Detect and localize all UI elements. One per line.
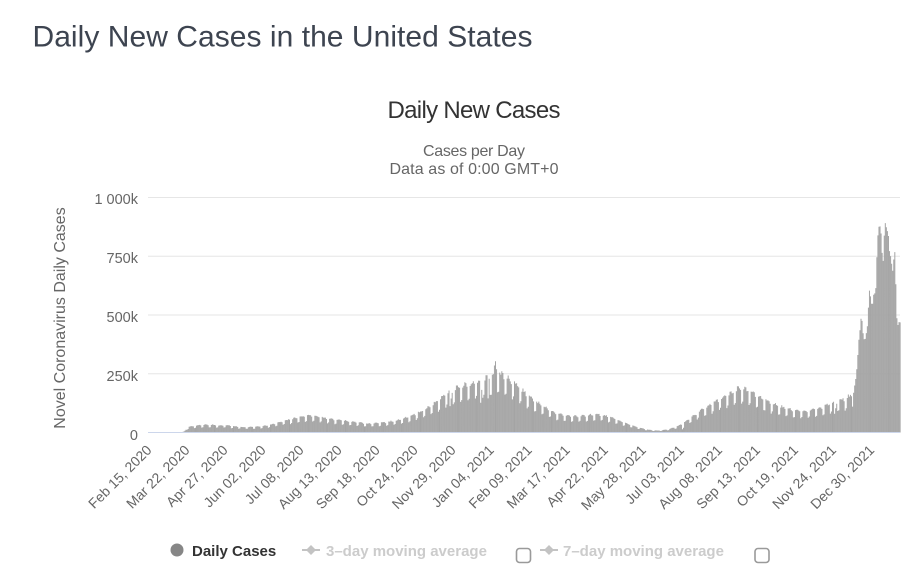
svg-text:1 000k: 1 000k xyxy=(94,192,138,208)
svg-text:Daily Cases: Daily Cases xyxy=(192,543,276,560)
svg-text:7–day moving average: 7–day moving average xyxy=(563,543,724,560)
svg-text:Cases per Day: Cases per Day xyxy=(423,143,525,160)
svg-text:Data as of 0:00 GMT+0: Data as of 0:00 GMT+0 xyxy=(390,161,559,178)
svg-text:250k: 250k xyxy=(107,369,139,385)
svg-text:Daily New Cases in the United: Daily New Cases in the United States xyxy=(33,21,533,54)
svg-text:3–day moving average: 3–day moving average xyxy=(326,543,487,560)
svg-text:Daily New Cases: Daily New Cases xyxy=(388,97,561,124)
svg-text:750k: 750k xyxy=(107,251,139,267)
svg-text:Novel Coronavirus Daily Cases: Novel Coronavirus Daily Cases xyxy=(52,207,69,428)
svg-text:0: 0 xyxy=(130,428,138,444)
svg-text:500k: 500k xyxy=(107,310,139,326)
